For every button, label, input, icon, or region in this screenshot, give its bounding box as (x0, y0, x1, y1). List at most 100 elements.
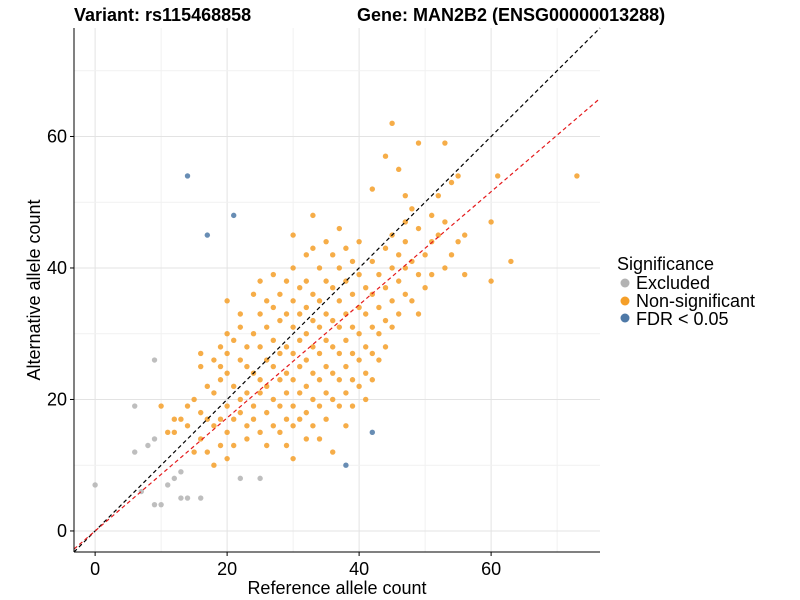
data-point-non-significant (448, 179, 455, 186)
data-point-non-significant (435, 232, 442, 238)
data-point-non-significant (336, 403, 343, 409)
data-point-non-significant (389, 265, 395, 271)
data-point-non-significant (369, 258, 376, 265)
data-point-non-significant (250, 403, 257, 409)
data-point-non-significant (349, 324, 356, 330)
data-point-non-significant (191, 396, 197, 403)
data-point-non-significant (336, 298, 343, 304)
data-point-non-significant (349, 403, 356, 409)
data-point-non-significant (349, 350, 356, 357)
data-point-non-significant (270, 271, 277, 278)
data-point-non-significant (277, 377, 283, 383)
data-point-non-significant (349, 258, 356, 265)
data-point-non-significant (165, 429, 171, 436)
data-point-non-significant (237, 324, 244, 330)
data-point-non-significant (389, 324, 395, 330)
data-point-non-significant (316, 298, 323, 304)
data-point-non-significant (237, 311, 244, 317)
data-point-non-significant (264, 442, 270, 449)
data-point-non-significant (363, 344, 369, 350)
legend: Significance Excluded Non-significant FD… (617, 254, 755, 329)
data-point-non-significant (310, 344, 316, 350)
data-point-excluded (151, 501, 158, 508)
data-point-non-significant (198, 436, 204, 442)
data-point-non-significant (310, 212, 316, 219)
data-point-non-significant (231, 383, 237, 390)
data-point-non-significant (402, 192, 409, 199)
data-point-non-significant (316, 265, 323, 271)
data-point-non-significant (343, 423, 349, 429)
data-point-non-significant (217, 344, 224, 350)
data-point-non-significant (257, 344, 263, 350)
data-point-non-significant (283, 390, 290, 396)
data-point-non-significant (224, 370, 230, 376)
data-point-non-significant (330, 252, 336, 258)
data-point-non-significant (462, 232, 468, 238)
data-point-non-significant (270, 337, 277, 343)
data-point-non-significant (297, 390, 303, 396)
data-point-excluded (132, 449, 138, 455)
data-point-non-significant (198, 363, 204, 370)
data-point-fdr-0-05 (204, 232, 211, 238)
data-point-non-significant (290, 455, 296, 462)
data-point-excluded (198, 495, 204, 501)
data-point-non-significant (283, 311, 290, 317)
data-point-non-significant (330, 317, 336, 324)
data-point-non-significant (277, 429, 283, 436)
data-point-non-significant (323, 390, 329, 396)
data-point-non-significant (382, 317, 389, 324)
data-point-non-significant (224, 429, 230, 436)
data-point-non-significant (277, 350, 283, 357)
reference-line (73, 97, 601, 550)
data-point-non-significant (429, 212, 435, 219)
data-point-non-significant (303, 383, 310, 390)
data-point-non-significant (336, 225, 343, 232)
data-point-non-significant (297, 284, 303, 291)
data-point-non-significant (363, 396, 369, 403)
data-point-non-significant (409, 206, 415, 212)
data-point-fdr-0-05 (343, 462, 349, 468)
data-point-non-significant (415, 271, 422, 278)
data-point-non-significant (217, 416, 224, 422)
data-point-non-significant (211, 423, 217, 429)
data-point-excluded (184, 495, 191, 501)
data-point-non-significant (316, 350, 323, 357)
data-point-non-significant (250, 416, 257, 422)
data-point-non-significant (237, 357, 244, 363)
data-point-non-significant (171, 416, 178, 422)
data-point-non-significant (231, 337, 237, 343)
data-point-non-significant (396, 278, 402, 284)
data-point-excluded (257, 475, 263, 482)
data-point-non-significant (290, 377, 296, 383)
data-point-non-significant (257, 390, 263, 396)
data-point-non-significant (198, 409, 204, 416)
data-point-non-significant (297, 416, 303, 422)
data-point-non-significant (244, 390, 250, 396)
data-point-non-significant (336, 265, 343, 271)
title-variant: Variant: rs115468858 (74, 5, 251, 25)
data-point-non-significant (257, 278, 263, 284)
data-point-non-significant (184, 403, 191, 409)
y-tick-label: 0 (57, 521, 67, 541)
data-point-non-significant (217, 442, 224, 449)
data-point-non-significant (415, 311, 422, 317)
data-point-non-significant (369, 350, 376, 357)
data-point-non-significant (442, 219, 448, 225)
data-point-non-significant (310, 370, 316, 376)
data-point-non-significant (435, 192, 442, 199)
data-point-non-significant (409, 298, 415, 304)
data-point-non-significant (343, 363, 349, 370)
data-point-non-significant (283, 442, 290, 449)
data-point-non-significant (290, 298, 296, 304)
data-point-non-significant (382, 284, 389, 291)
data-point-excluded (178, 469, 184, 475)
data-point-non-significant (363, 311, 369, 317)
data-point-non-significant (356, 383, 362, 390)
data-point-non-significant (356, 271, 362, 278)
data-point-non-significant (310, 291, 316, 297)
data-point-non-significant (244, 363, 250, 370)
data-point-excluded (151, 436, 158, 442)
data-point-non-significant (330, 344, 336, 350)
data-point-non-significant (363, 370, 369, 376)
